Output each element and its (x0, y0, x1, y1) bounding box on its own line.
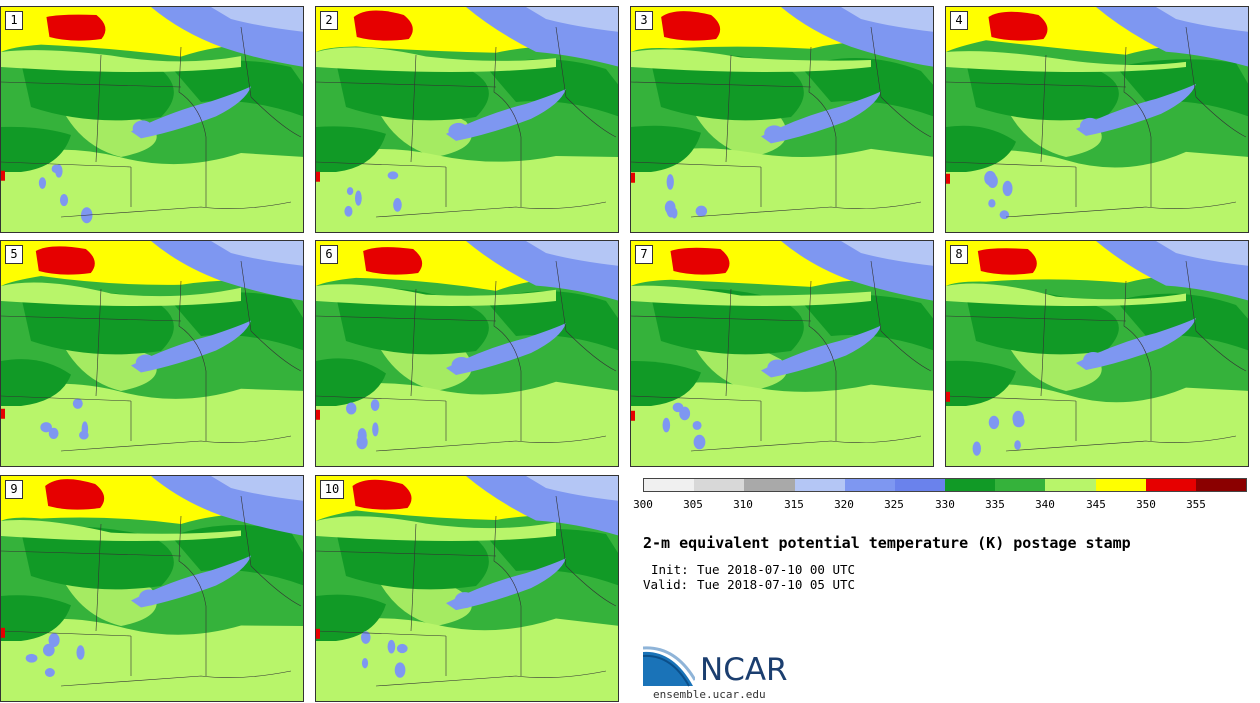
member-panel-1: 1 (0, 6, 304, 233)
ncar-logo-icon (643, 646, 695, 688)
colorbar-tick: 340 (1035, 498, 1055, 511)
colorbar-bin (844, 479, 895, 491)
colorbar-bin (694, 479, 745, 491)
member-label: 5 (5, 245, 23, 264)
colorbar-tick: 305 (683, 498, 703, 511)
colorbar-bin (1095, 479, 1146, 491)
colorbar-bin (1045, 479, 1096, 491)
logo-wordmark: NCAR (700, 652, 788, 688)
theta-e-map (1, 241, 303, 466)
theta-e-map (316, 476, 618, 701)
colorbar-bin (794, 479, 845, 491)
member-label: 6 (320, 245, 338, 264)
member-label: 9 (5, 480, 23, 499)
member-label: 8 (950, 245, 968, 264)
colorbar-tick: 330 (935, 498, 955, 511)
member-panel-10: 10 (315, 475, 619, 702)
member-panel-9: 9 (0, 475, 304, 702)
theta-e-map (316, 241, 618, 466)
colorbar-tick: 315 (784, 498, 804, 511)
colorbar-tick: 345 (1086, 498, 1106, 511)
init-time: Tue 2018-07-10 00 UTC (697, 562, 856, 577)
colorbar-tick: 320 (834, 498, 854, 511)
valid-label: Valid: (643, 577, 689, 592)
member-panel-6: 6 (315, 240, 619, 467)
member-panel-5: 5 (0, 240, 304, 467)
colorbar-bin (1195, 479, 1247, 491)
theta-e-map (946, 241, 1248, 466)
theta-e-map (946, 7, 1248, 232)
member-panel-2: 2 (315, 6, 619, 233)
theta-e-map (316, 7, 618, 232)
init-label: Init: (651, 562, 689, 577)
colorbar-tick: 300 (633, 498, 653, 511)
colorbar-tick: 325 (884, 498, 904, 511)
colorbar-bin (995, 479, 1046, 491)
theta-e-map (631, 241, 933, 466)
member-label: 4 (950, 11, 968, 30)
member-label: 10 (320, 480, 344, 499)
colorbar-bin (894, 479, 946, 491)
theta-e-map (1, 476, 303, 701)
ensemble-url: ensemble.ucar.edu (653, 688, 766, 701)
valid-time: Tue 2018-07-10 05 UTC (697, 577, 856, 592)
colorbar-tick: 335 (985, 498, 1005, 511)
colorbar-tick: 350 (1136, 498, 1156, 511)
member-panel-3: 3 (630, 6, 934, 233)
member-label: 3 (635, 11, 653, 30)
colorbar-bin (744, 479, 795, 491)
colorbar (643, 478, 1247, 492)
colorbar-tick: 355 (1186, 498, 1206, 511)
member-label: 7 (635, 245, 653, 264)
member-panel-8: 8 (945, 240, 1249, 467)
theta-e-map (1, 7, 303, 232)
colorbar-bin (1145, 479, 1196, 491)
member-label: 1 (5, 11, 23, 30)
colorbar-bin (644, 479, 695, 491)
theta-e-map (631, 7, 933, 232)
figure-title: 2-m equivalent potential temperature (K)… (643, 534, 1131, 552)
colorbar-tick: 310 (733, 498, 753, 511)
member-panel-4: 4 (945, 6, 1249, 233)
colorbar-bin (945, 479, 996, 491)
member-label: 2 (320, 11, 338, 30)
member-panel-7: 7 (630, 240, 934, 467)
